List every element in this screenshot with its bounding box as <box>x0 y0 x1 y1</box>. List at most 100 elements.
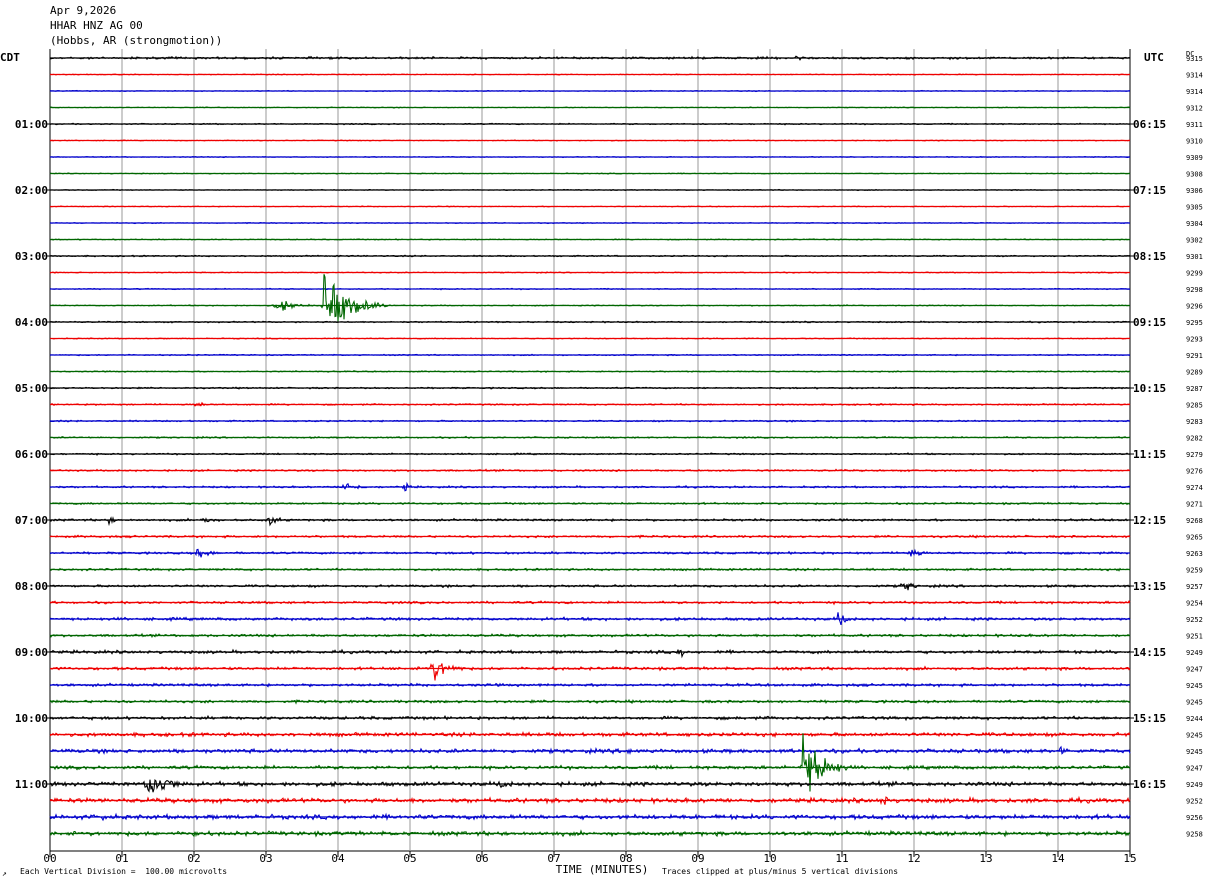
dc-offset-label: 9245 <box>1186 682 1203 690</box>
x-tick-label: 06 <box>475 852 488 865</box>
dc-offset-label: 9251 <box>1186 633 1203 641</box>
header-date: Apr 9,2026 <box>50 4 117 17</box>
dc-offset-label: 9263 <box>1186 550 1203 558</box>
dc-offset-label: 9245 <box>1186 699 1203 707</box>
x-tick-label: 12 <box>907 852 920 865</box>
dc-offset-label: 9252 <box>1186 616 1203 624</box>
x-tick-label: 02 <box>187 852 200 865</box>
right-timezone-label: UTC <box>1144 51 1164 64</box>
x-tick-label: 05 <box>403 852 416 865</box>
dc-offset-label: 9249 <box>1186 649 1203 657</box>
dc-offset-label: 9299 <box>1186 270 1203 278</box>
header-station: HHAR HNZ AG 00 <box>50 19 143 32</box>
corner-mark: ↗ <box>2 869 7 878</box>
dc-offset-label: 9309 <box>1186 154 1203 162</box>
left-hour-label: 09:00 <box>15 646 48 659</box>
dc-offset-label: 9259 <box>1186 567 1203 575</box>
dc-offset-label: 9291 <box>1186 352 1203 360</box>
x-tick-label: 08 <box>619 852 632 865</box>
dc-offset-label: 9258 <box>1186 831 1203 839</box>
left-hour-label: 11:00 <box>15 778 48 791</box>
dc-offset-label: 9283 <box>1186 418 1203 426</box>
dc-offset-label: 9315 <box>1186 55 1203 63</box>
x-tick-label: 14 <box>1051 852 1065 865</box>
right-hour-label: 15:15 <box>1133 712 1166 725</box>
right-hour-label: 16:15 <box>1133 778 1166 791</box>
dc-offset-label: 9265 <box>1186 534 1203 542</box>
clip-note: Traces clipped at plus/minus 5 vertical … <box>662 867 899 876</box>
trace-line <box>49 582 1131 591</box>
right-hour-label: 10:15 <box>1133 382 1166 395</box>
right-hour-label: 09:15 <box>1133 316 1166 329</box>
dc-offset-label: 9298 <box>1186 286 1203 294</box>
dc-offset-label: 9314 <box>1186 88 1203 96</box>
dc-offset-label: 9257 <box>1186 583 1203 591</box>
x-axis-label: TIME (MINUTES) <box>556 863 649 876</box>
left-timezone-label: CDT <box>0 51 20 64</box>
dc-offset-label: 9276 <box>1186 468 1203 476</box>
x-tick-label: 03 <box>259 852 272 865</box>
header-location: (Hobbs, AR (strongmotion)) <box>50 34 223 47</box>
dc-offset-label: 9311 <box>1186 121 1203 129</box>
x-tick-label: 11 <box>835 852 848 865</box>
dc-offset-label: 9247 <box>1186 765 1203 773</box>
dc-offset-label: 9285 <box>1186 402 1203 410</box>
right-hour-label: 07:15 <box>1133 184 1166 197</box>
dc-offset-label: 9249 <box>1186 781 1203 789</box>
right-hour-label: 11:15 <box>1133 448 1166 461</box>
trace-line <box>49 648 1131 659</box>
right-hour-label: 13:15 <box>1133 580 1166 593</box>
scale-note: Each Vertical Division = 100.00 microvol… <box>20 867 228 876</box>
trace-line <box>49 516 1130 527</box>
x-tick-label: 13 <box>979 852 992 865</box>
left-hour-label: 10:00 <box>15 712 48 725</box>
left-hour-label: 08:00 <box>15 580 48 593</box>
trace-line <box>49 733 1131 792</box>
trace-line <box>49 274 1131 322</box>
dc-offset-label: 9245 <box>1186 748 1203 756</box>
left-hour-label: 02:00 <box>15 184 48 197</box>
dc-offset-label: 9271 <box>1186 501 1203 509</box>
dc-offset-label: 9293 <box>1186 336 1203 344</box>
dc-offset-label: 9245 <box>1186 732 1203 740</box>
right-hour-label: 08:15 <box>1133 250 1166 263</box>
dc-offset-label: 9295 <box>1186 319 1203 327</box>
x-tick-label: 04 <box>331 852 345 865</box>
dc-offset-label: 9302 <box>1186 237 1203 245</box>
right-hour-label: 06:15 <box>1133 118 1166 131</box>
dc-offset-label: 9274 <box>1186 484 1203 492</box>
right-hour-label: 12:15 <box>1133 514 1166 527</box>
left-hour-label: 03:00 <box>15 250 48 263</box>
trace-line <box>49 663 1131 681</box>
x-tick-label: 07 <box>547 852 560 865</box>
left-hour-label: 07:00 <box>15 514 48 527</box>
left-hour-label: 06:00 <box>15 448 48 461</box>
x-tick-label: 10 <box>763 852 776 865</box>
x-tick-label: 15 <box>1123 852 1136 865</box>
dc-offset-label: 9287 <box>1186 385 1203 393</box>
dc-offset-label: 9312 <box>1186 105 1203 113</box>
dc-offset-label: 9268 <box>1186 517 1203 525</box>
dc-offset-label: 9304 <box>1186 220 1203 228</box>
left-hour-label: 01:00 <box>15 118 48 131</box>
dc-offset-label: 9254 <box>1186 600 1203 608</box>
dc-offset-label: 9306 <box>1186 187 1203 195</box>
dc-offset-label: 9301 <box>1186 253 1203 261</box>
dc-offset-label: 9247 <box>1186 666 1203 674</box>
dc-offset-label: 9256 <box>1186 814 1203 822</box>
trace-line <box>50 745 1131 756</box>
right-hour-label: 14:15 <box>1133 646 1166 659</box>
dc-offset-label: 9310 <box>1186 138 1203 146</box>
x-tick-label: 09 <box>691 852 704 865</box>
dc-offset-label: 9282 <box>1186 435 1203 443</box>
dc-offset-label: 9314 <box>1186 72 1203 80</box>
dc-offset-label: 9279 <box>1186 451 1203 459</box>
dc-offset-label: 9244 <box>1186 715 1203 723</box>
dc-offset-label: 9305 <box>1186 204 1203 212</box>
trace-line <box>49 778 1131 793</box>
x-tick-label: 01 <box>115 852 128 865</box>
dc-header-label: DC <box>1186 50 1194 58</box>
x-tick-label: 00 <box>43 852 56 865</box>
dc-offset-label: 9289 <box>1186 369 1203 377</box>
dc-offset-label: 9252 <box>1186 798 1203 806</box>
